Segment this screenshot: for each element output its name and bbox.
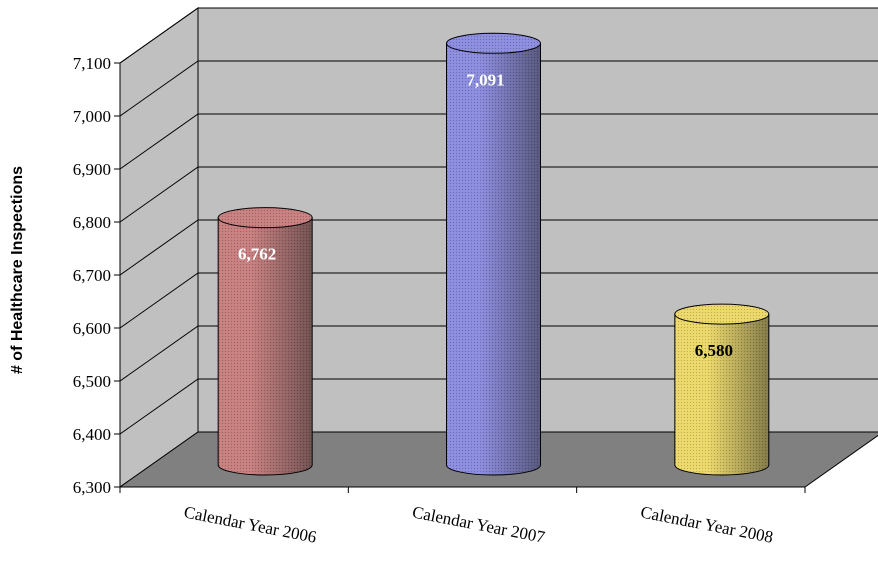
bar-top-texture [446,33,541,54]
x-tick-label: Calendar Year 2006 [182,502,318,546]
y-tick-label: 6,600 [73,319,111,338]
gridlines [119,7,878,435]
y-tick-label: 6,300 [73,478,111,497]
bar-top-texture [218,207,313,228]
y-tick-label: 6,500 [73,372,111,391]
y-axis-title: # of Healthcare Inspections [9,166,26,374]
gridline [119,272,878,329]
gridline [119,60,878,117]
gridline [119,219,878,276]
bar-texture [217,217,313,476]
bar-texture [446,42,541,476]
data-label: 6,580 [695,341,733,360]
x-axis: Calendar Year 2006 Calendar Year 2007 Cale… [119,486,806,547]
gridline [119,166,878,223]
gridline [119,7,878,64]
x-tick-label: Calendar Year 2007 [411,502,547,546]
data-label: 6,762 [238,245,276,264]
y-tick-label: 7,100 [73,54,111,73]
bars: 6,762 7,091 6,580 [217,32,770,476]
bar-texture [674,313,770,476]
y-tick-label: 7,000 [73,107,111,126]
gridline [119,325,878,382]
bar-2: 7,091 [446,32,541,476]
x-tick-label: Calendar Year 2008 [639,502,775,546]
y-tick-label: 6,400 [73,425,111,444]
y-tick-label: 6,900 [73,160,111,179]
gridline [119,378,878,435]
y-axis: 6,300 6,400 6,500 6,600 6,700 6,800 6,900 7,000… [73,54,121,497]
y-tick-label: 6,700 [73,266,111,285]
gridline [119,113,878,170]
bar-3: 6,580 [674,303,770,476]
bar-top-texture [674,304,769,325]
bar-1: 6,762 [217,207,313,476]
y-tick-label: 6,800 [73,213,111,232]
data-label: 7,091 [466,70,504,89]
